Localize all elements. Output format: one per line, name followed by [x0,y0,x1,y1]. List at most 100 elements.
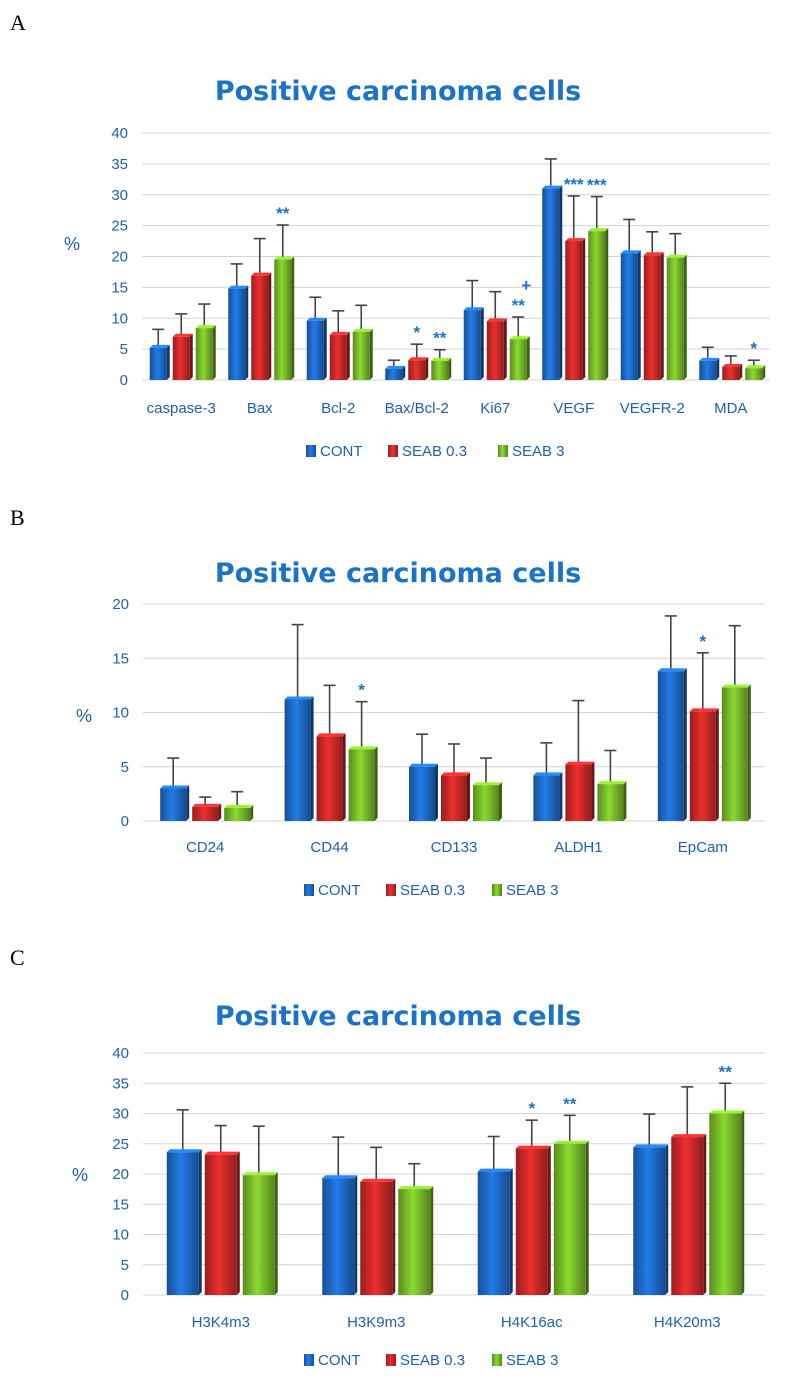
y-tick-label: 25 [112,1136,129,1153]
bar-top [166,1149,202,1153]
category-label: VEGFR-2 [620,400,685,417]
bar-side [218,803,222,821]
bar-top [204,1151,240,1155]
bar-top [316,733,346,737]
significance-marker: ** [433,329,447,348]
significance-marker: * [699,632,706,651]
y-tick-label: 30 [111,187,128,204]
panel-label-c: C [10,945,25,970]
bar-top [329,331,350,335]
bar-top [172,333,193,337]
bar-top [671,1134,707,1138]
bar-side [762,365,766,380]
bar-top [160,785,190,789]
bar-side [212,325,216,380]
significance-marker: ** [276,204,290,223]
bar-side [739,364,743,380]
category-label: Bax/Bcl-2 [385,400,449,417]
bar-side [716,357,720,380]
bar-top [251,272,272,276]
y-tick-label: 10 [111,310,128,327]
bar [251,275,269,380]
category-label: H4K20m3 [654,1314,721,1331]
significance-marker: ** [563,1094,577,1113]
bar [689,711,716,821]
bar-side [665,1144,669,1295]
category-label: MDA [714,400,747,417]
bar-side [509,1168,513,1295]
y-tick-label: 5 [120,341,128,358]
bar [172,336,190,380]
y-tick-label: 5 [121,1257,129,1274]
chart-title: Positive carcinoma cells [215,1001,581,1032]
bar [486,321,504,380]
bar-side [430,1186,434,1295]
bar [409,766,435,821]
bar-top [274,256,295,260]
category-label: H3K4m3 [192,1314,250,1331]
bar-side [323,317,327,380]
y-axis-label: % [64,234,80,254]
bar-top [721,684,751,688]
bar-side [591,761,595,821]
bar [657,671,684,821]
legend-label: SEAB 3 [506,1352,559,1369]
y-tick-label: 15 [111,279,128,296]
bar-top [463,307,484,311]
bar-side [547,1145,551,1295]
y-tick-label: 30 [112,1106,129,1123]
bar-side [467,772,470,821]
bar [224,807,251,821]
bar [463,310,481,380]
bar-top [385,365,406,369]
legend-label: SEAB 3 [512,443,565,460]
bar-top [643,252,664,256]
bar-top [657,668,687,672]
bar-side [703,1134,707,1295]
category-label: CD24 [186,839,224,856]
bar [666,257,684,380]
bar [160,788,187,821]
bar-top [709,1110,745,1114]
legend-swatch [306,445,316,457]
bar [473,785,499,821]
legend-swatch [498,445,508,457]
bar-side [559,772,563,821]
bar [284,699,311,821]
bar-top [228,285,249,289]
bar-side [503,318,507,380]
bar-top [149,344,170,348]
bar-side [250,804,254,821]
legend-swatch [492,1354,502,1366]
bar [360,1181,393,1295]
bar-top [588,228,609,232]
bar-top [192,803,222,807]
category-label: Bcl-2 [321,400,355,417]
legend-label: CONT [318,882,361,899]
chart-title: Positive carcinoma cells [215,76,581,107]
bar-top [195,325,216,329]
legend-label: SEAB 0.3 [400,1352,465,1369]
bar-side [741,1110,745,1295]
bar-side [526,336,530,380]
significance-marker: ** [512,296,526,315]
bar-top [360,1178,396,1182]
bar-top [553,1140,589,1144]
category-label: Bax [247,400,273,417]
bar-side [374,746,378,821]
significance-marker: * [413,323,420,342]
bar-side [585,1140,589,1295]
bar [671,1137,704,1295]
legend-label: CONT [318,1352,361,1369]
bar-top [565,761,595,765]
y-tick-label: 35 [111,156,128,173]
bar [699,360,717,380]
bar-side [605,228,609,380]
bar [322,1178,355,1295]
chart-panel-c: Positive carcinoma cells% 0 5 10 15 20 25 30 35 4… [72,1001,765,1369]
bar-side [402,365,406,380]
bar-top [515,1145,551,1149]
bar-side [369,328,373,380]
bar-top [633,1144,669,1148]
y-tick-label: 0 [121,1287,129,1304]
